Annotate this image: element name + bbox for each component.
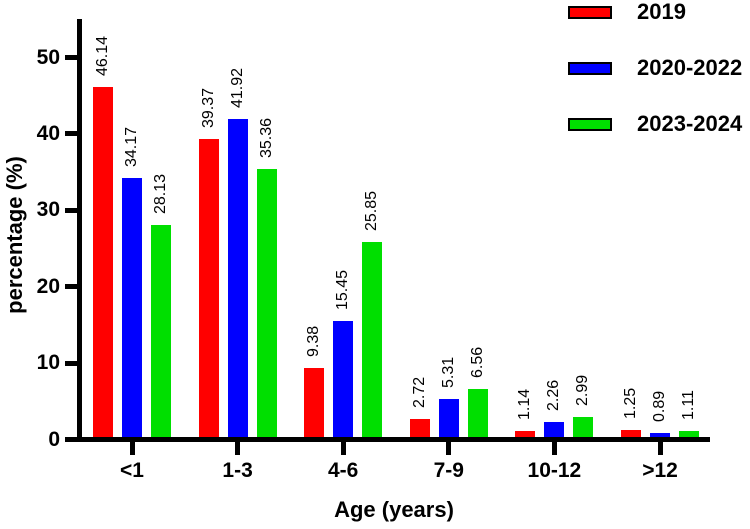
y-tick-mark-50 (65, 55, 77, 60)
legend-label-20232024: 2023-2024 (637, 111, 743, 136)
x-tick-mark-group1 (129, 442, 135, 455)
bar-20202022-group1 (122, 178, 142, 442)
legend-item-20232024: 2023-2024 (568, 111, 743, 136)
x-tick-mark-group4 (446, 442, 452, 455)
bar-20232024-group2 (256, 169, 277, 442)
legend-swatch-2019 (568, 5, 612, 19)
x-category-label-13: 1-3 (222, 459, 253, 482)
y-tick-mark-0 (65, 437, 77, 442)
value-label-2019-group5: 1.14 (516, 388, 534, 420)
y-tick-label-0: 0 (48, 427, 60, 451)
value-label-20232024-group3: 25.85 (363, 190, 381, 231)
bar-20232024-group1 (151, 224, 171, 442)
value-label-2019-group6: 1.25 (622, 387, 639, 419)
value-label-20202022-group3: 15.45 (334, 270, 352, 311)
bar-20202022-group4 (438, 398, 459, 442)
legend: 2019 2020-2022 2023-2024 (568, 0, 743, 170)
value-label-2019-group2: 39.37 (199, 87, 217, 128)
y-tick-mark-40 (65, 131, 77, 137)
bar-20232024-group3 (362, 242, 383, 442)
legend-item-2019: 2019 (568, 0, 742, 24)
value-label-20232024-group1: 28.13 (152, 173, 169, 214)
y-tick-label-10: 10 (36, 351, 60, 375)
x-tick-mark-group6 (657, 442, 663, 455)
value-label-20202022-group4: 5.31 (439, 356, 457, 388)
x-category-label-1012: 10-12 (527, 459, 582, 482)
value-label-2019-group4: 2.72 (410, 376, 428, 408)
y-tick-mark-10 (65, 360, 77, 366)
bar-20202022-group3 (333, 321, 354, 442)
value-label-20202022-group6: 0.89 (651, 390, 668, 422)
y-tick-label-40: 40 (36, 121, 60, 145)
value-label-20232024-group5: 2.99 (574, 374, 592, 406)
value-label-2019-group1: 46.14 (94, 35, 111, 76)
x-category-label-79: 7-9 (433, 459, 464, 482)
bar-20202022-group2 (227, 119, 248, 442)
legend-label-20202022: 2020-2022 (637, 55, 743, 80)
value-label-20202022-group5: 2.26 (545, 380, 563, 412)
bar-2019-group4 (409, 418, 430, 442)
x-category-label-46: 4-6 (328, 459, 359, 482)
x-tick-mark-group5 (551, 442, 557, 455)
legend-swatch-20232024 (568, 117, 612, 131)
bar-2019-group5 (515, 430, 536, 442)
legend-label-2019: 2019 (637, 0, 686, 24)
y-tick-mark-20 (65, 284, 77, 290)
value-label-20202022-group1: 34.17 (123, 127, 140, 168)
x-axis-line (77, 437, 710, 442)
x-category-label-1: <1 (120, 459, 144, 482)
y-axis-line (77, 19, 82, 442)
value-label-20232024-group6: 1.11 (680, 390, 697, 421)
value-label-20232024-group2: 35.36 (257, 118, 275, 159)
x-tick-mark-group2 (235, 442, 241, 455)
value-label-2019-group3: 9.38 (305, 325, 323, 357)
legend-swatch-20202022 (568, 61, 612, 75)
value-label-20202022-group2: 41.92 (228, 68, 246, 109)
y-tick-mark-30 (65, 207, 77, 213)
x-axis-title: Age (years) (334, 497, 454, 522)
legend-item-20202022: 2020-2022 (568, 55, 743, 80)
y-tick-label-30: 30 (36, 198, 60, 222)
bar-2019-group1 (93, 86, 113, 442)
y-tick-label-50: 50 (36, 45, 60, 69)
value-label-20232024-group4: 6.56 (468, 347, 486, 379)
y-tick-label-20: 20 (36, 274, 60, 298)
y-axis-title: percentage (%) (2, 156, 27, 314)
x-category-label-12: >12 (642, 459, 678, 482)
bar-20232024-group4 (467, 389, 488, 442)
x-tick-mark-group3 (340, 442, 346, 455)
bar-2019-group2 (198, 138, 219, 442)
bar-20232024-group6 (679, 431, 699, 442)
bar-2019-group3 (304, 367, 325, 442)
bar-20232024-group5 (573, 416, 594, 442)
